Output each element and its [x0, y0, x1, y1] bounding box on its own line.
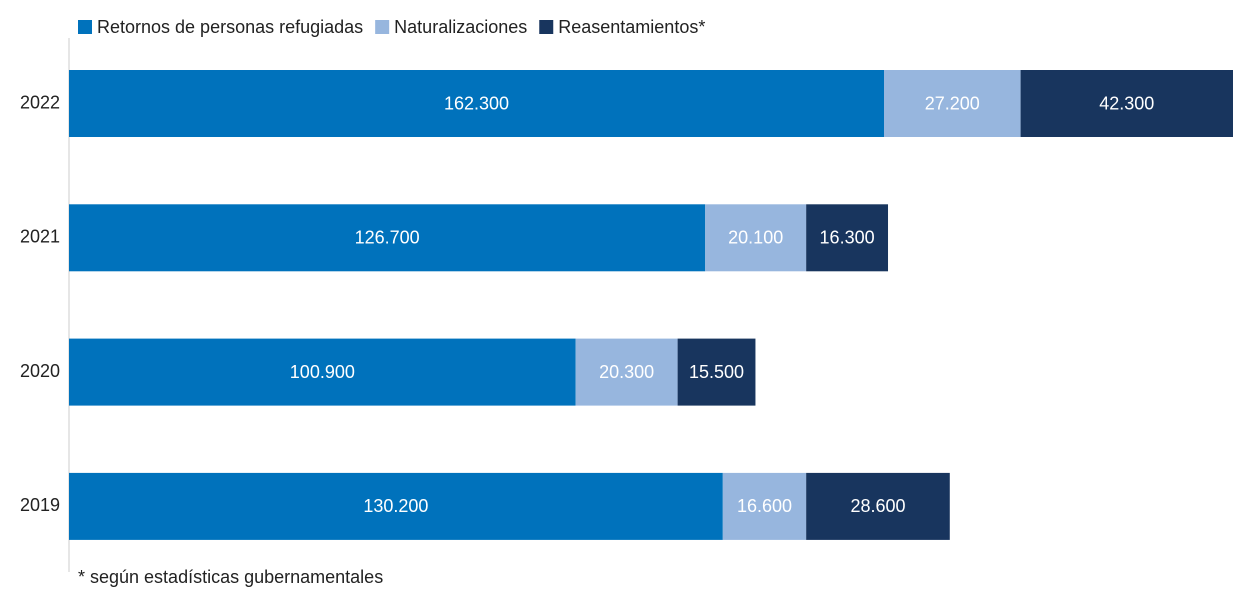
value-label: 28.600: [850, 496, 905, 516]
value-label: 16.600: [737, 496, 792, 516]
value-label: 16.300: [820, 228, 875, 248]
value-label: 162.300: [444, 93, 509, 113]
bar-segment: [722, 472, 807, 540]
bar-segment: [69, 472, 723, 540]
value-label: 20.100: [728, 228, 783, 248]
value-label: 126.700: [355, 228, 420, 248]
bar-segment: [806, 204, 889, 272]
bar-segment: [705, 204, 807, 272]
value-label: 20.300: [599, 362, 654, 382]
bar-segment: [884, 70, 1021, 137]
bar-segment: [69, 70, 885, 137]
bar-segment: [69, 338, 576, 406]
bar-segment: [806, 472, 950, 540]
bar-segment: [1020, 70, 1233, 137]
value-label: 130.200: [363, 496, 428, 516]
y-tick-label: 2022: [20, 92, 60, 112]
value-label: 27.200: [925, 93, 980, 113]
y-tick-label: 2019: [20, 495, 60, 515]
legend-label: Reasentamientos*: [558, 17, 705, 37]
value-label: 100.900: [290, 362, 355, 382]
bar-segment: [677, 338, 756, 406]
bar-segment: [575, 338, 678, 406]
value-label: 42.300: [1099, 93, 1154, 113]
y-tick-label: 2020: [20, 361, 60, 381]
legend-swatch: [375, 20, 390, 34]
legend-swatch: [539, 20, 554, 34]
bar-segment: [69, 204, 706, 272]
y-tick-label: 2021: [20, 227, 60, 247]
legend-label: Naturalizaciones: [394, 17, 527, 37]
legend-swatch: [78, 20, 92, 34]
footnote: * según estadísticas gubernamentales: [78, 567, 383, 587]
value-label: 15.500: [689, 362, 744, 382]
legend-label: Retornos de personas refugiadas: [97, 17, 363, 37]
